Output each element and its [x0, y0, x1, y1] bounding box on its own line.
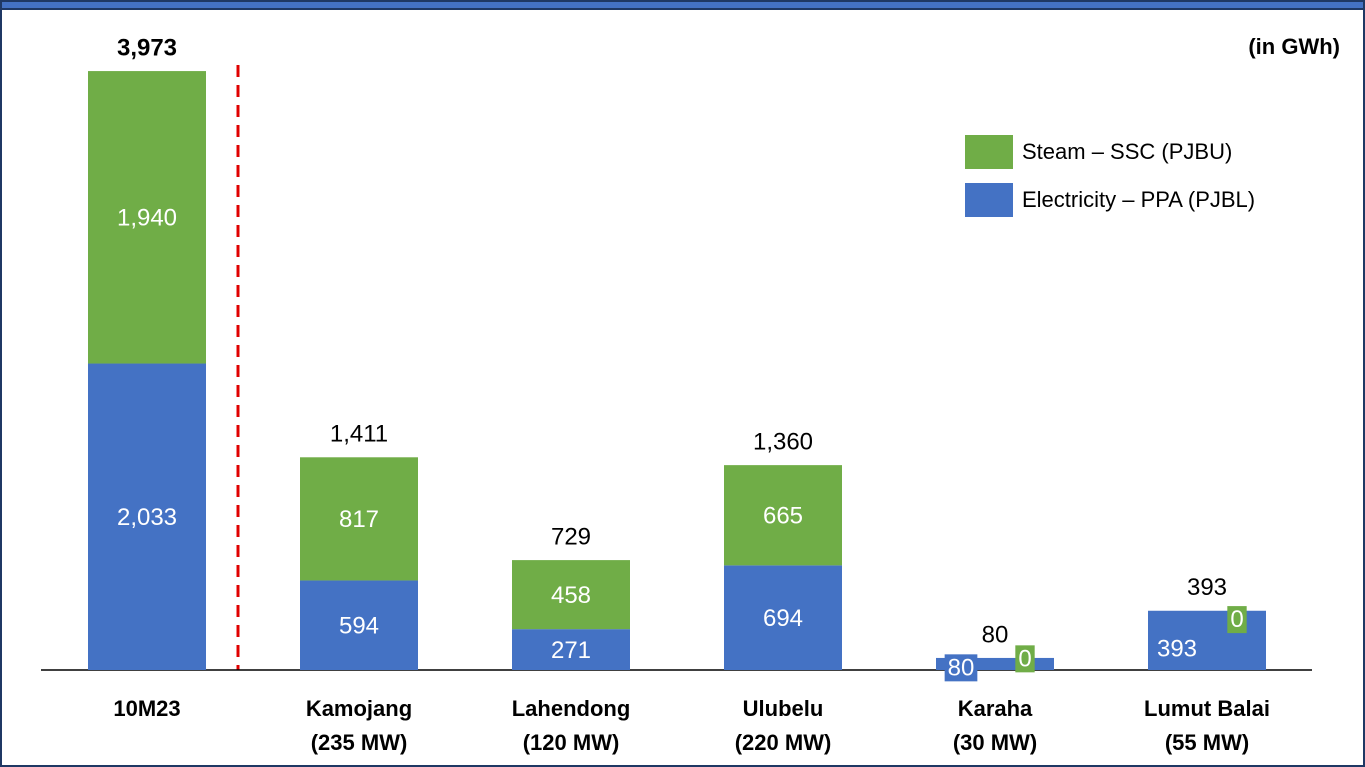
- value-label: 1,940: [117, 205, 177, 232]
- value-label: 271: [551, 637, 591, 664]
- category-label: Lahendong (120 MW): [511, 696, 631, 755]
- bar-segment: [300, 457, 418, 581]
- label-tag: [944, 654, 978, 682]
- total-label: 80: [982, 621, 1009, 648]
- bar-segment: [724, 465, 842, 566]
- legend-label: Electricity – PPA (PJBL): [1022, 187, 1255, 212]
- value-label: 0: [1018, 645, 1031, 672]
- bar-segment: [300, 580, 418, 670]
- bar-segment: [512, 560, 630, 630]
- legend-swatch: [965, 183, 1013, 217]
- label-tag: [1227, 606, 1247, 634]
- bar-segment: [512, 629, 630, 670]
- total-label: 393: [1187, 574, 1227, 601]
- total-label: 1,360: [753, 428, 813, 455]
- frame: [0, 8, 1365, 767]
- value-label: 594: [339, 613, 379, 640]
- value-label: 0: [1230, 606, 1243, 633]
- label-tag: [1015, 645, 1035, 673]
- value-label: 694: [763, 605, 803, 632]
- header-strip: [0, 0, 1365, 10]
- value-label: 2,033: [117, 504, 177, 531]
- value-label: 393: [1157, 636, 1197, 663]
- category-label: 10M23: [113, 696, 181, 721]
- category-label: Karaha (30 MW): [952, 696, 1038, 755]
- total-label: 729: [551, 523, 591, 550]
- value-label: 458: [551, 582, 591, 609]
- category-label: Kamojang (235 MW): [305, 696, 413, 755]
- bar-segment: [88, 363, 206, 670]
- legend-label: Steam – SSC (PJBU): [1022, 139, 1232, 164]
- value-label: 665: [763, 503, 803, 530]
- value-label: 817: [339, 506, 379, 533]
- value-label: 80: [948, 654, 975, 681]
- category-label: Lumut Balai (55 MW): [1144, 696, 1270, 755]
- bar-segment: [88, 71, 206, 364]
- unit-label: (in GWh): [1248, 34, 1340, 59]
- legend-swatch: [965, 135, 1013, 169]
- bar-segment: [724, 565, 842, 670]
- category-label: Ulubelu (220 MW): [734, 696, 832, 755]
- total-label: 1,411: [330, 421, 388, 448]
- total-label: 3,973: [117, 34, 177, 61]
